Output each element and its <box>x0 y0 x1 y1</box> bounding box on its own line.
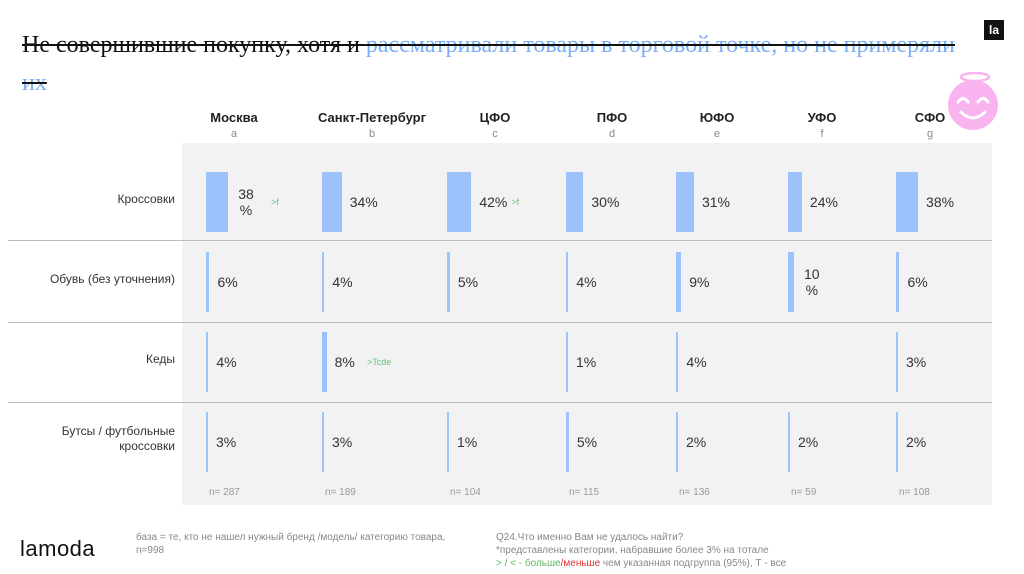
column-header: УФО <box>807 110 837 125</box>
value-label: 30% <box>591 194 620 210</box>
row-label: Кеды <box>145 352 175 366</box>
bar <box>322 332 327 392</box>
bar <box>788 172 802 232</box>
value-label: 42% <box>479 194 508 210</box>
bar <box>447 412 449 472</box>
bar <box>676 332 679 392</box>
significance-label: >Tcde <box>367 357 392 367</box>
value-label: 8% <box>334 354 355 370</box>
row-label: Обувь (без уточнения) <box>49 272 175 286</box>
significance-label: >f <box>511 197 520 207</box>
value-label: 38% <box>926 194 955 210</box>
sample-size: n= 287 <box>209 487 240 498</box>
bar <box>322 252 325 312</box>
bar <box>788 412 790 472</box>
value-label: 9% <box>689 274 710 290</box>
value-label: 31% <box>701 194 730 210</box>
bar <box>566 172 584 232</box>
value-label: 2% <box>686 434 707 450</box>
value-label: 4% <box>216 354 237 370</box>
value-label: 1% <box>576 354 597 370</box>
value-label: 1% <box>457 434 478 450</box>
value-label: 6% <box>907 274 928 290</box>
bar <box>322 172 342 232</box>
sample-size: n= 108 <box>899 487 930 498</box>
column-header: Москва <box>210 110 258 125</box>
bar <box>206 252 210 312</box>
significance-legend: > / < - больше/меньше чем указанная подг… <box>496 558 787 569</box>
column-letter: d <box>608 128 616 140</box>
value-label: 4% <box>576 274 597 290</box>
value-label: 2% <box>906 434 927 450</box>
value-label: 4% <box>332 274 353 290</box>
bar <box>447 172 472 232</box>
bar <box>447 252 450 312</box>
column-letter: e <box>713 128 721 140</box>
value-label: 38 % <box>238 186 254 218</box>
bar <box>676 412 678 472</box>
column-letter: c <box>492 128 498 140</box>
sample-size: n= 189 <box>325 487 356 498</box>
row-divider <box>8 240 992 241</box>
bar <box>676 252 682 312</box>
value-label: 10 % <box>804 266 820 298</box>
base-note: база = те, кто не нашел нужный бренд /мо… <box>136 532 446 556</box>
value-label: 5% <box>457 274 479 290</box>
row-divider <box>8 402 992 403</box>
bar <box>566 412 569 472</box>
bar <box>896 332 898 392</box>
angel-smiley-icon <box>948 72 998 130</box>
column-header: ЦФО <box>479 110 511 125</box>
bar <box>206 412 208 472</box>
sample-size: n= 104 <box>450 487 481 498</box>
value-label: 34% <box>349 194 378 210</box>
sample-size: n= 59 <box>791 487 817 498</box>
column-header: Санкт-Петербург <box>317 110 427 125</box>
lamoda-small-logo: la <box>984 20 1004 40</box>
value-label: 5% <box>576 434 598 450</box>
bar <box>566 332 568 392</box>
lamoda-logo: lamoda <box>20 536 96 561</box>
categories-note: *представлены категории, набравшие более… <box>496 545 769 556</box>
question-note: Q24.Что именно Вам не удалось найти? <box>496 532 684 543</box>
bar <box>676 172 694 232</box>
value-label: 6% <box>217 274 238 290</box>
value-label: 24% <box>809 194 838 210</box>
column-letter: b <box>368 128 376 140</box>
row-label: Кроссовки <box>117 192 175 206</box>
bar <box>206 332 209 392</box>
bar <box>896 412 898 472</box>
column-header: ЮФО <box>699 110 735 125</box>
sample-size: n= 115 <box>569 487 600 498</box>
column-letter: a <box>230 128 238 140</box>
bar <box>322 412 324 472</box>
value-label: 3% <box>906 354 927 370</box>
bar <box>206 172 229 232</box>
row-label: Бутсы / футбольные кроссовки <box>61 424 175 453</box>
value-label: 3% <box>332 434 353 450</box>
value-label: 3% <box>216 434 237 450</box>
slide-title: Не совершившие покупку, хотя и рассматри… <box>22 32 955 96</box>
bar <box>896 252 900 312</box>
value-label: 4% <box>686 354 707 370</box>
column-letter: g <box>926 128 934 140</box>
bar <box>896 172 919 232</box>
column-header: ПФО <box>596 110 628 125</box>
column-letter: f <box>820 128 824 140</box>
bar <box>788 252 794 312</box>
row-divider <box>8 322 992 323</box>
column-header: СФО <box>914 110 946 125</box>
value-label: 2% <box>798 434 819 450</box>
significance-label: >f <box>271 197 279 207</box>
bar <box>566 252 569 312</box>
chart-panel <box>182 143 992 505</box>
sample-size: n= 136 <box>679 487 710 498</box>
